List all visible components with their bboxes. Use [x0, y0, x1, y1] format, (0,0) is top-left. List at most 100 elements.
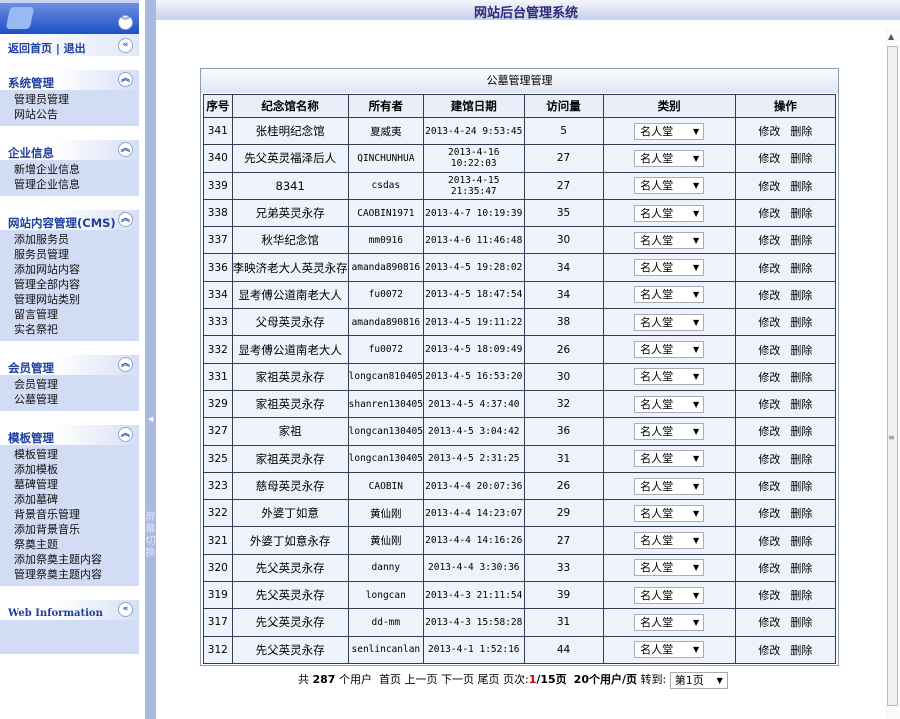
sidebar-item[interactable]: 会员管理	[14, 378, 58, 391]
delete-link[interactable]: 删除	[790, 316, 813, 330]
goto-page-select[interactable]: 第1页 ▼	[669, 671, 728, 689]
delete-link[interactable]: 删除	[790, 398, 813, 412]
category-select[interactable]: 名人堂 ▼	[634, 122, 705, 140]
delete-link[interactable]: 删除	[790, 643, 813, 657]
sidebar-item[interactable]: 留言管理	[14, 308, 58, 321]
sidebar-item[interactable]: 新增企业信息	[14, 163, 80, 176]
category-select[interactable]: 名人堂 ▼	[634, 286, 705, 304]
sidebar-item[interactable]: 添加服务员	[14, 233, 69, 246]
edit-link[interactable]: 修改	[758, 534, 781, 548]
sidebar-group-header[interactable]: Web Information «	[0, 600, 139, 620]
delete-link[interactable]: 删除	[790, 261, 813, 275]
edit-link[interactable]: 修改	[758, 398, 781, 412]
edit-link[interactable]: 修改	[758, 616, 781, 630]
group-title[interactable]: 网站内容管理(CMS)	[8, 216, 116, 230]
edit-link[interactable]: 修改	[758, 343, 781, 357]
edit-link[interactable]: 修改	[758, 261, 781, 275]
category-select[interactable]: 名人堂 ▼	[634, 559, 705, 577]
category-select[interactable]: 名人堂 ▼	[634, 177, 705, 195]
sidebar-item[interactable]: 管理网站类别	[14, 293, 80, 306]
scroll-thumb[interactable]	[887, 46, 898, 706]
edit-link[interactable]: 修改	[758, 370, 781, 384]
sidebar-item[interactable]: 网站公告	[14, 108, 58, 121]
category-select[interactable]: 名人堂 ▼	[634, 149, 705, 167]
screen-switch-label[interactable]: 屏幕切换	[145, 512, 156, 559]
collapse-left-icon[interactable]: «	[118, 602, 133, 617]
category-select[interactable]: 名人堂 ▼	[634, 422, 705, 440]
sidebar-item[interactable]: 服务员管理	[14, 248, 69, 261]
edit-link[interactable]: 修改	[758, 234, 781, 248]
arrow-left-icon[interactable]: ◀	[148, 415, 154, 423]
delete-link[interactable]: 删除	[790, 534, 813, 548]
collapse-up-icon[interactable]: ︽	[118, 357, 133, 372]
edit-link[interactable]: 修改	[758, 480, 781, 493]
delete-link[interactable]: 删除	[790, 207, 813, 221]
sidebar-item[interactable]: 祭奠主题	[14, 538, 58, 551]
category-select[interactable]: 名人堂 ▼	[634, 641, 705, 659]
sidebar-item[interactable]: 添加模板	[14, 463, 58, 476]
collapse-up-icon[interactable]: ︽	[118, 427, 133, 442]
home-logout-label[interactable]: 返回首页 | 退出	[8, 42, 86, 55]
sidebar-item[interactable]: 管理员管理	[14, 93, 69, 106]
delete-link[interactable]: 删除	[790, 452, 813, 466]
group-title[interactable]: 系统管理	[8, 76, 54, 90]
delete-link[interactable]: 删除	[790, 234, 813, 248]
edit-link[interactable]: 修改	[758, 288, 781, 302]
edit-link[interactable]: 修改	[758, 589, 781, 603]
sidebar-item[interactable]: 背景音乐管理	[14, 508, 80, 521]
next-page-link[interactable]: 下一页	[440, 673, 474, 686]
edit-link[interactable]: 修改	[758, 152, 781, 166]
group-title[interactable]: 企业信息	[8, 146, 54, 160]
sidebar-item[interactable]: 墓碑管理	[14, 478, 58, 491]
first-page-link[interactable]: 首页	[378, 673, 401, 686]
sidebar-item[interactable]: 公墓管理	[14, 393, 58, 406]
scrollbar[interactable]: ▲ ≡	[885, 28, 900, 719]
sidebar-item[interactable]: 模板管理	[14, 448, 58, 461]
delete-link[interactable]: 删除	[790, 125, 813, 139]
edit-link[interactable]: 修改	[758, 179, 781, 193]
category-select[interactable]: 名人堂 ▼	[634, 204, 705, 222]
sidebar-item[interactable]: 添加背景音乐	[14, 523, 80, 536]
category-select[interactable]: 名人堂 ▼	[634, 504, 705, 522]
delete-link[interactable]: 删除	[790, 288, 813, 302]
home-logout-links[interactable]: 返回首页 | 退出 «	[0, 34, 139, 56]
delete-link[interactable]: 删除	[790, 370, 813, 384]
category-select[interactable]: 名人堂 ▼	[634, 586, 705, 604]
edit-link[interactable]: 修改	[758, 316, 781, 330]
sidebar-group-header[interactable]: 系统管理 ︽	[0, 70, 139, 90]
sidebar-item[interactable]: 管理企业信息	[14, 178, 80, 191]
edit-link[interactable]: 修改	[758, 643, 781, 657]
sidebar-item[interactable]: 管理全部内容	[14, 278, 80, 291]
sidebar-group-header[interactable]: 企业信息 ︽	[0, 140, 139, 160]
collapse-up-icon[interactable]: ︽	[118, 212, 133, 227]
category-select[interactable]: 名人堂 ▼	[634, 450, 705, 468]
sidebar-item[interactable]: 添加祭奠主题内容	[14, 553, 102, 566]
group-title[interactable]: 模板管理	[8, 431, 54, 445]
delete-link[interactable]: 删除	[790, 343, 813, 357]
category-select[interactable]: 名人堂 ▼	[634, 368, 705, 386]
sidebar-item[interactable]: 实名祭祀	[14, 323, 58, 336]
delete-link[interactable]: 删除	[790, 480, 813, 493]
collapse-up-icon[interactable]: ︽	[118, 142, 133, 157]
edit-link[interactable]: 修改	[758, 561, 781, 575]
last-page-link[interactable]: 尾页	[477, 673, 500, 686]
scroll-up-icon[interactable]: ▲	[888, 32, 895, 41]
edit-link[interactable]: 修改	[758, 425, 781, 439]
delete-link[interactable]: 删除	[790, 425, 813, 439]
edit-link[interactable]: 修改	[758, 207, 781, 221]
sidebar-item[interactable]: 管理祭奠主题内容	[14, 568, 102, 581]
category-select[interactable]: 名人堂 ▼	[634, 395, 705, 413]
sidebar-item[interactable]: 添加网站内容	[14, 263, 80, 276]
category-select[interactable]: 名人堂 ▼	[634, 313, 705, 331]
collapse-all-icon[interactable]: ︾	[118, 15, 133, 30]
group-title[interactable]: Web Information	[8, 608, 103, 619]
sidebar-item[interactable]: 添加墓碑	[14, 493, 58, 506]
delete-link[interactable]: 删除	[790, 152, 813, 166]
screen-switch-splitter[interactable]: ◀ 屏幕切换	[145, 0, 156, 719]
delete-link[interactable]: 删除	[790, 616, 813, 630]
category-select[interactable]: 名人堂 ▼	[634, 477, 705, 495]
sidebar-group-header[interactable]: 模板管理 ︽	[0, 425, 139, 445]
collapse-left-icon[interactable]: «	[118, 38, 133, 53]
delete-link[interactable]: 删除	[790, 589, 813, 603]
group-title[interactable]: 会员管理	[8, 361, 54, 375]
